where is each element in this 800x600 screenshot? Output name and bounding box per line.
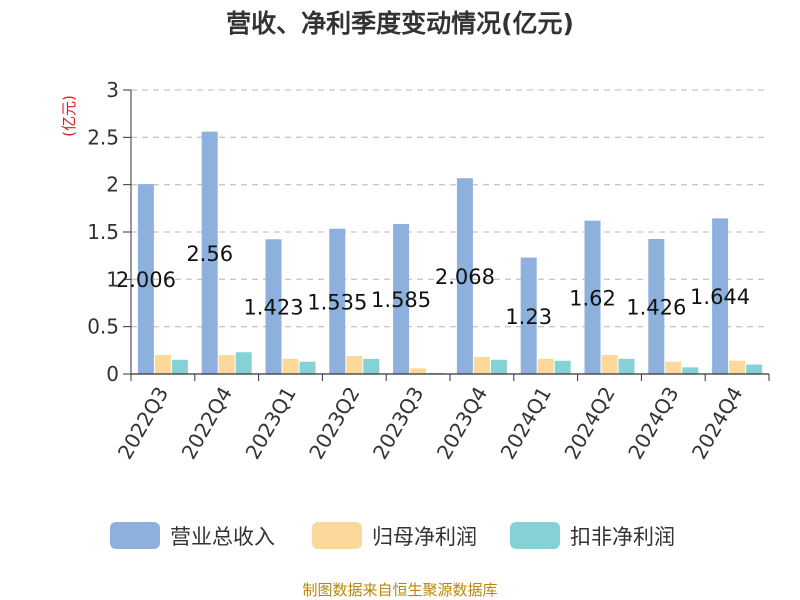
data-label: 1.585 <box>371 288 431 312</box>
bar-1-2024Q4 <box>712 218 729 374</box>
x-tick-label: 2023Q2 <box>304 383 364 464</box>
y-tick-label: 2.5 <box>87 125 119 149</box>
bar-2-2024Q2 <box>601 355 618 374</box>
y-tick-label: 0 <box>106 362 119 386</box>
data-label: 2.56 <box>186 242 233 266</box>
data-label: 2.006 <box>116 268 176 292</box>
y-tick-label: 0.5 <box>87 315 119 339</box>
bar-1-2024Q2 <box>584 220 601 374</box>
data-label: 2.068 <box>435 265 495 289</box>
bar-2-2022Q4 <box>218 355 235 374</box>
bar-1-2022Q3 <box>137 184 154 374</box>
y-tick-label: 1 <box>106 267 119 291</box>
bar-3-2024Q2 <box>618 358 635 374</box>
bar-2-2022Q3 <box>154 355 171 374</box>
legend-swatch <box>312 522 362 549</box>
bar-2-2023Q3 <box>410 368 427 374</box>
data-label: 1.644 <box>690 285 750 309</box>
bar-3-2022Q3 <box>171 359 188 374</box>
bar-3-2022Q4 <box>235 352 252 374</box>
legend-label: 扣非净利润 <box>570 525 675 549</box>
x-tick-label: 2023Q4 <box>432 383 492 464</box>
y-axis-unit-label: (亿元) <box>60 95 78 137</box>
data-label: 1.23 <box>505 305 552 329</box>
bar-1-2023Q1 <box>265 239 282 374</box>
bar-3-2024Q4 <box>746 364 763 374</box>
x-tick-label: 2024Q1 <box>496 383 556 464</box>
bar-2-2024Q3 <box>665 361 682 374</box>
bar-2-2024Q1 <box>537 358 554 374</box>
bar-1-2023Q3 <box>393 223 410 374</box>
legend: 营业总收入 归母净利润 扣非净利润 <box>110 522 675 549</box>
x-tick-label: 2024Q4 <box>687 383 747 464</box>
legend-swatch <box>110 522 160 549</box>
y-tick-label: 1.5 <box>87 220 119 244</box>
bar-3-2024Q1 <box>554 360 571 374</box>
x-tick-label: 2024Q3 <box>623 383 683 464</box>
x-axis-ticks: 2022Q3 2022Q4 2023Q1 2023Q2 2023Q3 2023Q4 2024… <box>113 374 770 464</box>
data-label: 1.426 <box>626 296 686 320</box>
x-tick-label: 2024Q2 <box>559 383 619 464</box>
data-label: 1.423 <box>243 296 303 320</box>
x-tick-label: 2022Q4 <box>177 383 237 464</box>
bar-1-2022Q4 <box>201 131 218 374</box>
bars-layer <box>137 131 763 374</box>
gridlines <box>131 89 769 328</box>
chart-title: 营收、净利季度变动情况(亿元) <box>226 9 574 38</box>
data-label: 1.535 <box>307 290 367 314</box>
bar-3-2024Q3 <box>682 367 699 374</box>
bar-2-2023Q1 <box>282 358 299 374</box>
x-tick-label: 2023Q3 <box>368 383 428 464</box>
source-note: 制图数据来自恒生聚源数据库 <box>302 581 497 599</box>
x-tick-label: 2022Q3 <box>113 383 173 464</box>
legend-label: 营业总收入 <box>170 525 275 549</box>
bar-2-2023Q4 <box>473 356 490 374</box>
bar-2-2024Q4 <box>729 360 746 374</box>
legend-swatch <box>510 522 560 549</box>
y-tick-label: 2 <box>106 173 119 197</box>
bar-2-2023Q2 <box>346 356 363 374</box>
data-label: 1.62 <box>569 286 616 310</box>
bar-1-2024Q1 <box>520 257 537 374</box>
bar-3-2023Q2 <box>363 358 380 374</box>
bar-1-2023Q2 <box>329 228 346 374</box>
x-tick-label: 2023Q1 <box>240 383 300 464</box>
bar-1-2023Q4 <box>456 178 473 374</box>
y-axis-ticks: 0 0.5 1 1.5 2 2.5 3 <box>87 78 131 386</box>
legend-label: 归母净利润 <box>372 525 477 549</box>
bar-1-2024Q3 <box>648 239 665 374</box>
bar-3-2023Q4 <box>490 359 507 374</box>
y-tick-label: 3 <box>106 78 119 102</box>
bar-3-2023Q1 <box>299 361 316 374</box>
